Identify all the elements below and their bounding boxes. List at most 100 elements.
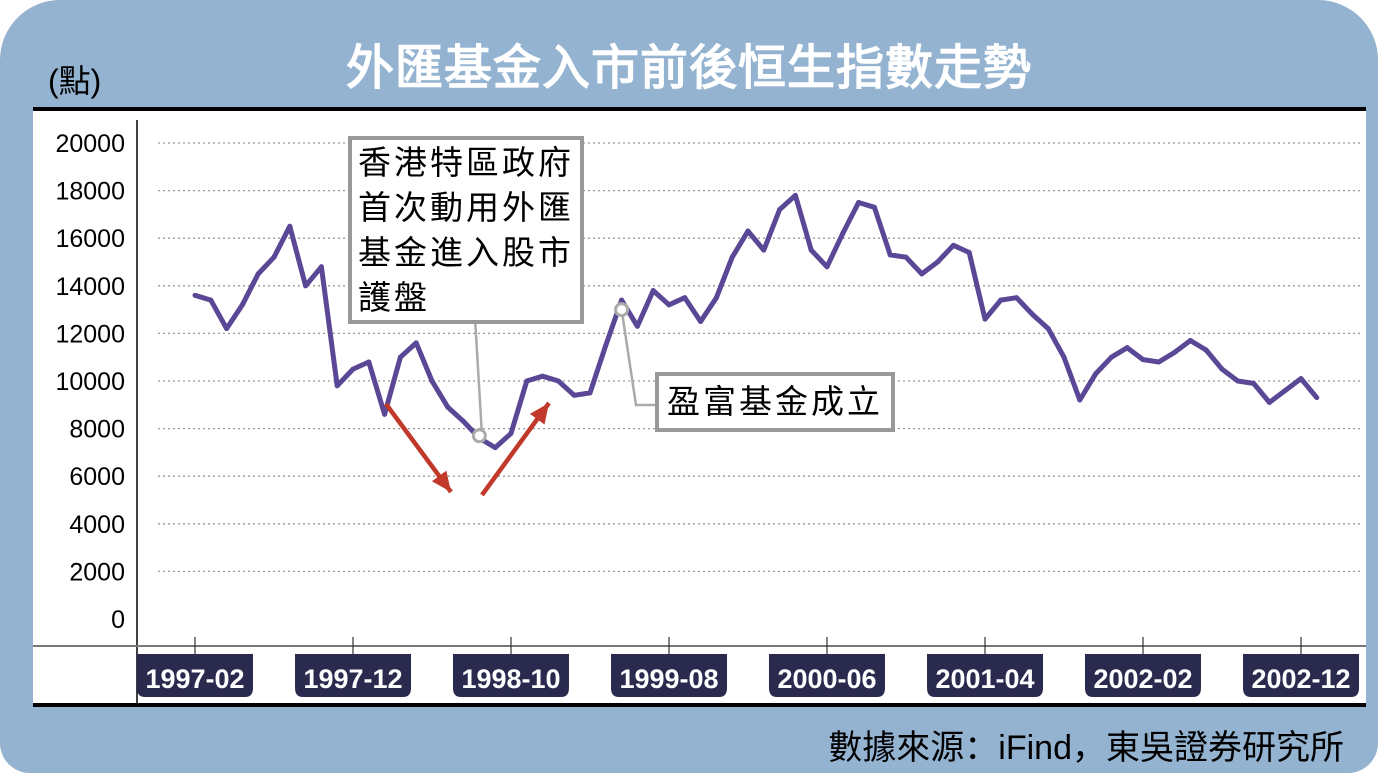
data-point — [682, 295, 688, 301]
y-tick-label: 18000 — [55, 178, 125, 206]
data-point — [571, 392, 577, 398]
y-tick-label: 2000 — [69, 558, 125, 586]
x-tick-label: 2000-06 — [777, 664, 876, 694]
data-point — [508, 430, 514, 436]
data-point — [745, 228, 751, 234]
y-tick-label: 12000 — [55, 320, 125, 348]
data-point — [1282, 388, 1288, 394]
data-point — [619, 297, 625, 303]
up-arrow-head — [529, 403, 549, 425]
x-tick-label-bg — [1085, 654, 1201, 697]
y-axis-unit-label: (點) — [48, 63, 102, 99]
y-tick-label: 0 — [111, 606, 125, 634]
data-point — [603, 342, 609, 348]
data-point — [1029, 311, 1035, 317]
data-point — [698, 319, 704, 324]
y-tick-label: 14000 — [55, 273, 125, 301]
data-point — [303, 283, 309, 289]
data-point — [366, 359, 372, 365]
data-point — [982, 316, 988, 322]
data-point — [1077, 397, 1083, 403]
data-point — [792, 192, 798, 198]
data-point — [429, 378, 435, 384]
data-point — [413, 340, 419, 346]
annotation-line: 基金進入股市 — [358, 234, 574, 271]
data-point — [1203, 347, 1209, 353]
data-point — [239, 302, 245, 308]
data-point — [856, 200, 862, 205]
data-point — [650, 288, 656, 294]
data-point — [634, 323, 640, 329]
data-point — [966, 249, 972, 255]
annotation-marker — [614, 302, 630, 318]
data-point — [192, 292, 198, 298]
data-point — [224, 326, 230, 332]
data-point — [318, 264, 324, 270]
data-point — [887, 252, 893, 258]
data-point — [729, 254, 735, 260]
x-tick-label-bg — [453, 654, 569, 697]
data-point — [397, 354, 403, 360]
x-tick-label: 2002-12 — [1251, 664, 1350, 694]
data-point — [761, 247, 767, 253]
x-tick-label: 1997-12 — [303, 664, 402, 694]
data-point — [1156, 359, 1162, 365]
data-point — [524, 378, 530, 384]
data-point — [950, 242, 956, 248]
data-point — [1172, 349, 1178, 355]
x-tick-label-bg — [137, 654, 253, 697]
data-point — [1187, 338, 1193, 344]
annotation-leader — [620, 309, 655, 407]
annotation-line: 護盤 — [358, 279, 430, 316]
data-point — [1219, 366, 1225, 372]
data-point — [334, 383, 340, 389]
data-point — [777, 207, 783, 213]
x-tick-label: 1999-08 — [619, 664, 718, 694]
annotation-line: 首次動用外匯 — [358, 189, 574, 226]
chart-title: 外匯基金入市前後恒生指數走勢 — [345, 42, 1032, 95]
data-point — [935, 259, 941, 265]
data-point — [208, 297, 214, 303]
data-point — [824, 264, 830, 270]
data-point — [1108, 354, 1114, 360]
data-point — [1061, 354, 1067, 360]
data-point — [555, 378, 561, 384]
x-tick-label: 1998-10 — [461, 664, 560, 694]
data-point — [255, 271, 261, 277]
data-point — [666, 302, 672, 308]
data-point — [492, 445, 498, 451]
plot-panel — [33, 107, 1366, 707]
y-tick-label: 8000 — [69, 416, 125, 444]
data-point — [903, 254, 909, 260]
annotation-tracker-fund: 盈富基金成立 — [655, 372, 895, 432]
data-point — [287, 223, 293, 229]
data-point — [350, 366, 356, 372]
data-point — [1298, 376, 1304, 382]
y-tick-label: 6000 — [69, 463, 125, 491]
data-point — [808, 247, 814, 253]
y-tick-label: 16000 — [55, 225, 125, 253]
data-point — [1266, 399, 1272, 405]
data-point — [1093, 371, 1099, 377]
data-point — [1314, 395, 1320, 401]
annotation-line: 香港特區政府 — [358, 144, 574, 181]
data-point — [713, 295, 719, 301]
data-point — [540, 373, 546, 379]
x-tick-label-bg — [295, 654, 411, 697]
annotation-marker — [471, 428, 487, 444]
y-tick-label: 4000 — [69, 511, 125, 539]
source-note: 數據來源：iFind，東吳證券研究所 — [828, 729, 1344, 767]
down-arrow-head — [431, 470, 451, 492]
hsi-line — [194, 192, 1319, 451]
y-tick-label: 10000 — [55, 368, 125, 396]
data-point — [1124, 345, 1130, 351]
data-point — [840, 230, 846, 236]
data-point — [871, 204, 877, 210]
data-point — [271, 254, 277, 260]
x-tick-label-bg — [769, 654, 885, 697]
x-tick-label-bg — [611, 654, 727, 697]
x-tick-label: 2001-04 — [935, 664, 1034, 694]
data-point — [1235, 378, 1241, 384]
x-tick-label: 1997-02 — [145, 664, 244, 694]
